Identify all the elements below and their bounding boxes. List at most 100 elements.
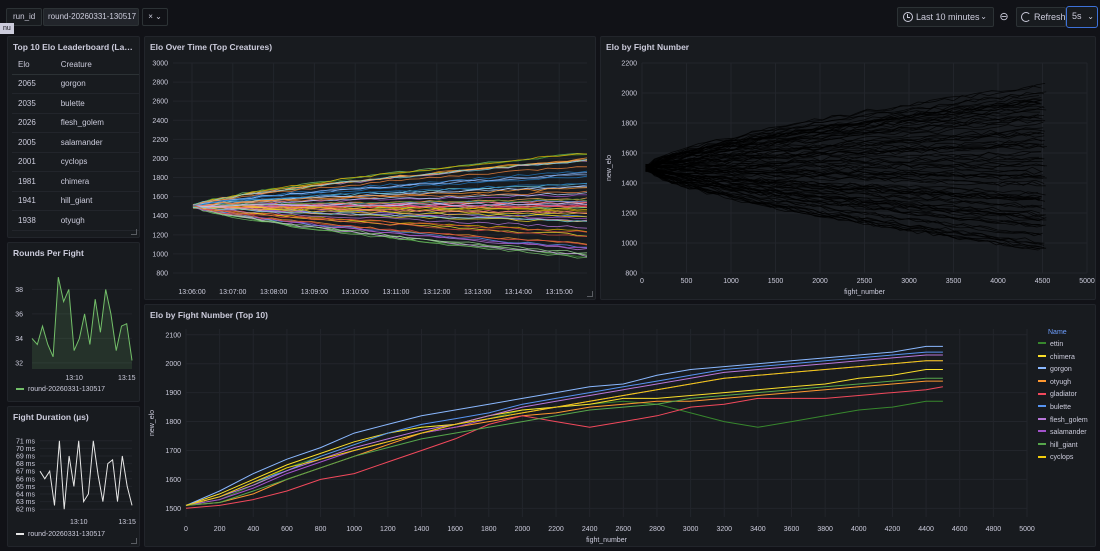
panel-title[interactable]: Elo by Fight Number xyxy=(606,42,690,52)
x-tick-label: 2200 xyxy=(548,526,564,533)
legend-label: otyugh xyxy=(1050,378,1072,386)
elo-by-fight-chart: 800 1000 1200 1400 1600 1800 2000 2200 0 500 1000 1… xyxy=(606,61,1095,297)
y-axis-label: new_elo xyxy=(606,155,613,181)
series-line xyxy=(645,155,1043,170)
panel-title[interactable]: Rounds Per Fight xyxy=(13,248,84,258)
resize-handle-icon[interactable] xyxy=(131,229,137,235)
variable-value: round-20260331-130517 xyxy=(48,12,137,21)
y-tick-label: 2600 xyxy=(152,99,168,106)
y-tick-label: 1700 xyxy=(165,448,181,455)
refresh-button[interactable]: Refresh xyxy=(1016,7,1066,27)
series-line xyxy=(645,166,1040,235)
legend-swatch xyxy=(16,533,24,536)
y-tick-label: 1600 xyxy=(152,194,168,201)
creature-cell: flesh_golem xyxy=(54,113,139,133)
series-line xyxy=(192,153,588,207)
elo-top10-chart: 1500 1600 1700 1800 1900 2000 2100 0 200 400 600 80… xyxy=(149,329,1035,544)
y-tick-label: 67 ms xyxy=(16,469,36,476)
variable-select[interactable]: round-20260331-130517 × xyxy=(43,8,139,26)
legend-item[interactable]: hill_giant xyxy=(1034,440,1088,453)
series-line xyxy=(185,354,943,506)
legend-item[interactable]: salamander xyxy=(1034,427,1088,440)
creature-cell: otyugh xyxy=(54,210,139,231)
zoom-out-icon[interactable]: ⊖ xyxy=(999,11,1009,23)
x-tick-label: 1000 xyxy=(723,278,739,285)
legend-item[interactable]: round-20260331-130517 xyxy=(16,386,105,393)
legend-item[interactable]: cyclops xyxy=(1034,452,1088,465)
y-axis-label: new_elo xyxy=(149,410,156,436)
series-line xyxy=(645,121,1044,172)
series-line xyxy=(193,198,588,208)
x-tick-label: 2000 xyxy=(515,526,531,533)
x-tick-label: 13:11:00 xyxy=(383,289,410,296)
legend-item[interactable]: otyugh xyxy=(1034,377,1088,390)
x-tick-label: 2600 xyxy=(616,526,632,533)
legend-item[interactable]: gladiator xyxy=(1034,389,1088,402)
refresh-label: Refresh xyxy=(1034,12,1066,22)
refresh-interval-picker[interactable]: 5s ⌄ xyxy=(1066,6,1098,28)
x-tick-label: 13:15:00 xyxy=(546,289,573,296)
legend-swatch xyxy=(1038,455,1046,458)
legend-label: gladiator xyxy=(1050,391,1077,399)
creature-cell: salamander xyxy=(54,132,139,153)
x-tick-label: 13:13:00 xyxy=(464,289,491,296)
legend-item[interactable]: flesh_golem xyxy=(1034,415,1088,428)
y-tick-label: 70 ms xyxy=(16,446,36,453)
series-line xyxy=(185,369,943,506)
series-line xyxy=(185,386,943,509)
column-header-creature[interactable]: Creature xyxy=(54,56,139,75)
series-line xyxy=(645,128,1045,166)
x-tick-label: 400 xyxy=(247,526,259,533)
legend-swatch xyxy=(1038,430,1046,433)
legend-swatch xyxy=(1038,442,1046,445)
x-tick-label: 4000 xyxy=(851,526,867,533)
legend-item[interactable]: chimera xyxy=(1034,352,1088,365)
y-tick-label: 1900 xyxy=(165,390,181,397)
series-line xyxy=(192,166,588,207)
column-header-elo[interactable]: Elo xyxy=(12,56,55,75)
elo-cell: 2026 xyxy=(12,113,55,133)
series-line xyxy=(645,134,1045,168)
y-tick-label: 38 xyxy=(15,287,23,294)
legend-header[interactable]: Name xyxy=(1048,329,1067,336)
legend-item[interactable]: round-20260331-130517 xyxy=(16,531,105,538)
resize-handle-icon[interactable] xyxy=(587,291,593,297)
series-line xyxy=(645,169,1040,225)
x-tick-label: 13:10:00 xyxy=(342,289,369,296)
x-tick-label: 4400 xyxy=(918,526,934,533)
series-line xyxy=(645,102,1040,172)
variable-controls[interactable]: × ⌄ xyxy=(142,8,168,26)
x-tick-label: 13:07:00 xyxy=(219,289,246,296)
y-tick-label: 2000 xyxy=(621,91,637,98)
table-row: 2005 salamander xyxy=(12,132,139,153)
series-line xyxy=(192,207,588,254)
series-line xyxy=(645,169,1046,196)
panel-title[interactable]: Elo by Fight Number (Top 10) xyxy=(150,310,268,320)
series-line xyxy=(192,187,588,207)
series-line xyxy=(192,205,588,229)
resize-handle-icon[interactable] xyxy=(131,538,137,544)
series-line xyxy=(645,158,1045,171)
variable-label: run_id xyxy=(6,8,43,26)
panel-title[interactable]: Fight Duration (µs) xyxy=(13,412,89,422)
legend-item[interactable]: gorgon xyxy=(1034,364,1088,377)
time-range-picker[interactable]: Last 10 minutes ⌄ xyxy=(897,7,994,27)
y-tick-label: 2800 xyxy=(152,80,168,87)
legend-item[interactable]: bulette xyxy=(1034,402,1088,415)
panel-title[interactable]: Top 10 Elo Leaderboard (La… xyxy=(13,42,133,52)
legend-label: round-20260331-130517 xyxy=(28,531,106,538)
x-tick-label: 1400 xyxy=(414,526,430,533)
refresh-icon xyxy=(1021,12,1031,22)
y-tick-label: 2200 xyxy=(621,61,637,68)
y-tick-label: 62 ms xyxy=(16,507,36,514)
panel-title[interactable]: Elo Over Time (Top Creatures) xyxy=(150,42,273,52)
time-range-label: Last 10 minutes xyxy=(916,12,980,22)
y-tick-label: 68 ms xyxy=(16,461,36,468)
legend-item[interactable]: ettin xyxy=(1034,339,1088,352)
x-tick-label: 0 xyxy=(640,278,644,285)
series-line xyxy=(31,276,133,361)
series-line xyxy=(192,205,588,214)
x-tick-label: 3800 xyxy=(817,526,833,533)
series-line xyxy=(645,127,1044,169)
series-line xyxy=(645,137,1043,172)
